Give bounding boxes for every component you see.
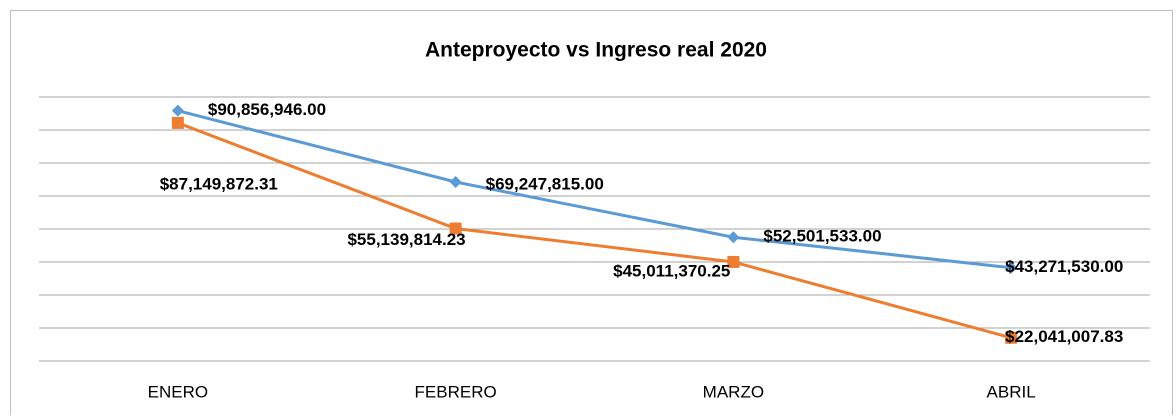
point-marker xyxy=(1005,261,1018,274)
data-label: $43,271,530.00 xyxy=(1005,257,1123,276)
series-line xyxy=(177,121,1012,340)
x-tick-label: ABRIL xyxy=(987,382,1036,401)
point-marker xyxy=(1005,331,1018,344)
series-line xyxy=(177,109,1012,270)
chart-title: Anteproyecto vs Ingreso real 2020 xyxy=(425,39,767,62)
point-marker xyxy=(727,231,740,244)
data-label: $22,041,007.83 xyxy=(1005,327,1123,346)
x-tick-label: MARZO xyxy=(703,382,764,401)
data-label: $87,149,872.31 xyxy=(160,174,278,193)
data-label: $55,139,814.23 xyxy=(347,230,465,249)
x-tick-label: FEBRERO xyxy=(415,382,497,401)
point-marker xyxy=(727,255,740,268)
point-marker xyxy=(449,222,462,235)
data-label: $69,247,815.00 xyxy=(486,174,604,193)
x-tick-label: ENERO xyxy=(148,382,208,401)
data-label: $52,501,533.00 xyxy=(763,227,881,246)
data-label: $90,856,946.00 xyxy=(208,100,326,119)
chart-border xyxy=(10,10,1173,420)
point-marker xyxy=(171,104,184,117)
point-marker xyxy=(171,116,184,129)
data-label: $45,011,370.25 xyxy=(613,261,730,280)
point-marker xyxy=(449,175,462,188)
